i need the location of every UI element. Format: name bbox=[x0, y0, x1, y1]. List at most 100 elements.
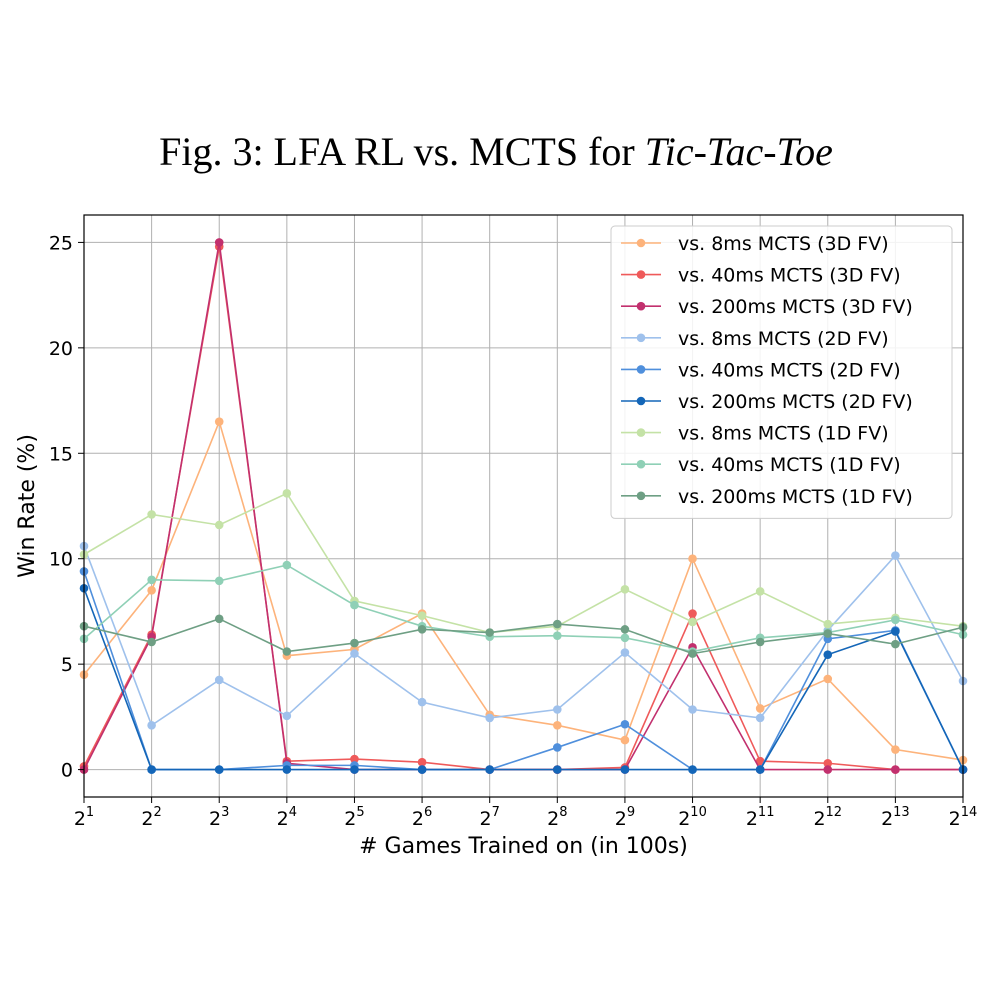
series-5 bbox=[79, 567, 968, 774]
data-point bbox=[823, 619, 833, 629]
x-tick-exponent: 13 bbox=[893, 805, 910, 820]
data-point bbox=[688, 705, 697, 714]
figure-title-prefix: Fig. 3: LFA RL vs. MCTS for bbox=[159, 129, 645, 174]
legend-swatch-marker bbox=[636, 459, 646, 469]
legend-label: vs. 40ms MCTS (2D FV) bbox=[678, 359, 901, 381]
legend-label: vs. 200ms MCTS (3D FV) bbox=[678, 296, 913, 318]
x-tick-label: 210 bbox=[678, 805, 707, 830]
x-tick-label: 211 bbox=[746, 805, 775, 830]
figure-title: Fig. 3: LFA RL vs. MCTS for Tic-Tac-Toe bbox=[0, 128, 992, 175]
data-point bbox=[688, 617, 697, 627]
x-tick-exponent: 9 bbox=[627, 805, 635, 820]
data-point bbox=[553, 705, 562, 714]
x-tick-exponent: 12 bbox=[826, 805, 843, 820]
x-tick-exponent: 6 bbox=[424, 805, 432, 820]
x-tick-exponent: 4 bbox=[289, 805, 297, 820]
data-point bbox=[620, 633, 630, 643]
data-point bbox=[350, 765, 359, 774]
legend-label: vs. 40ms MCTS (3D FV) bbox=[678, 265, 901, 287]
data-point bbox=[688, 649, 697, 658]
data-point bbox=[891, 551, 900, 560]
data-point bbox=[350, 754, 359, 764]
data-point bbox=[282, 560, 292, 570]
data-point bbox=[147, 586, 156, 595]
x-tick-label: 29 bbox=[615, 805, 635, 830]
x-tick-exponent: 14 bbox=[961, 805, 978, 820]
data-point bbox=[620, 648, 630, 657]
legend-label: vs. 200ms MCTS (1D FV) bbox=[678, 486, 913, 508]
x-tick-label: 212 bbox=[813, 805, 842, 830]
data-point bbox=[485, 628, 494, 637]
data-point bbox=[755, 587, 765, 596]
data-point bbox=[350, 600, 359, 610]
data-point bbox=[553, 721, 562, 730]
legend: vs. 8ms MCTS (3D FV) vs. 40ms MCTS (3D FV… bbox=[610, 225, 953, 519]
data-point bbox=[214, 417, 224, 426]
data-point bbox=[553, 743, 562, 752]
series-8 bbox=[79, 560, 968, 656]
data-point bbox=[891, 615, 900, 625]
data-point bbox=[214, 675, 224, 685]
data-point bbox=[214, 520, 224, 530]
data-point bbox=[417, 697, 427, 707]
series-7 bbox=[79, 489, 968, 637]
legend-frame bbox=[610, 225, 953, 519]
data-point bbox=[553, 765, 562, 774]
data-point bbox=[688, 609, 697, 618]
data-point bbox=[823, 629, 833, 638]
data-point bbox=[891, 745, 900, 754]
x-tick-exponent: 3 bbox=[221, 805, 229, 820]
legend-item: vs. 40ms MCTS (3D FV) bbox=[621, 265, 901, 287]
x-axis-label: # Games Trained on (in 100s) bbox=[359, 834, 688, 859]
data-point bbox=[350, 638, 359, 648]
x-tick-exponent: 2 bbox=[154, 805, 162, 820]
x-tick-exponent: 11 bbox=[758, 805, 775, 820]
legend-swatch-marker bbox=[636, 238, 646, 248]
x-tick-label: 26 bbox=[412, 805, 432, 830]
data-point bbox=[485, 713, 494, 723]
data-point bbox=[485, 765, 494, 774]
series-line bbox=[83, 564, 964, 653]
legend-item: vs. 200ms MCTS (2D FV) bbox=[621, 391, 913, 413]
data-point bbox=[282, 489, 292, 498]
legend-item: vs. 8ms MCTS (2D FV) bbox=[621, 328, 889, 350]
data-point bbox=[147, 721, 156, 730]
x-tick-label: 28 bbox=[547, 805, 567, 830]
data-point bbox=[891, 627, 900, 636]
y-tick-label: 10 bbox=[49, 549, 73, 571]
figure-title-italic: Tic-Tac-Toe bbox=[644, 129, 833, 174]
y-tick-label: 5 bbox=[61, 654, 73, 676]
legend-swatch-marker bbox=[636, 270, 646, 279]
data-point bbox=[620, 719, 630, 729]
y-axis-label: Win Rate (%) bbox=[15, 434, 40, 578]
series-line bbox=[83, 571, 964, 771]
data-point bbox=[688, 765, 697, 774]
x-tick-label: 27 bbox=[480, 805, 500, 830]
data-point bbox=[282, 765, 292, 774]
legend-swatch-marker bbox=[636, 333, 646, 343]
data-point bbox=[417, 625, 427, 634]
y-tick-label: 25 bbox=[49, 232, 73, 254]
data-point bbox=[214, 576, 224, 586]
data-point bbox=[147, 575, 156, 585]
plot-frame bbox=[83, 214, 964, 798]
series-line bbox=[83, 617, 964, 655]
x-tick-label: 214 bbox=[949, 805, 978, 830]
data-point bbox=[417, 757, 427, 767]
legend-item: vs. 8ms MCTS (1D FV) bbox=[621, 423, 889, 445]
x-tick-label: 21 bbox=[74, 805, 94, 830]
data-point bbox=[553, 631, 562, 640]
data-point bbox=[620, 765, 630, 774]
data-point bbox=[282, 711, 292, 721]
data-point bbox=[620, 735, 630, 745]
legend-swatch-marker bbox=[636, 396, 646, 406]
data-point bbox=[350, 649, 359, 658]
data-point bbox=[891, 639, 900, 649]
x-tick-exponent: 10 bbox=[690, 805, 707, 820]
data-point bbox=[755, 765, 765, 774]
x-tick-exponent: 7 bbox=[492, 805, 500, 820]
data-point bbox=[620, 584, 630, 594]
data-point bbox=[147, 510, 156, 519]
data-point bbox=[214, 765, 224, 774]
series-line bbox=[83, 545, 964, 727]
